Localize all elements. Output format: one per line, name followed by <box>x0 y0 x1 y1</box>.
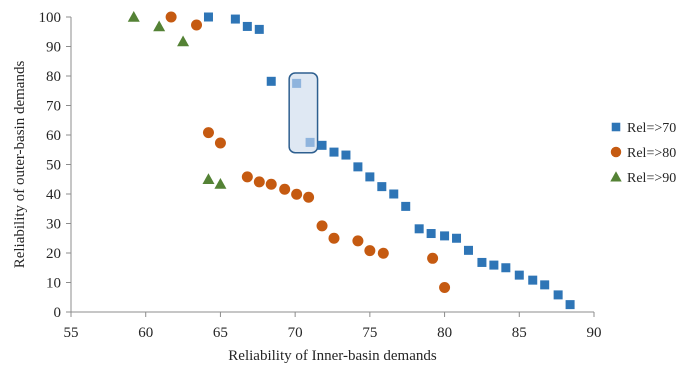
data-point <box>377 247 389 259</box>
data-point <box>553 290 563 300</box>
data-point <box>241 171 253 183</box>
data-point <box>452 233 462 243</box>
y-tick-label: 50 <box>46 158 61 174</box>
data-point <box>214 177 227 189</box>
data-point <box>440 231 450 241</box>
data-point <box>317 140 327 150</box>
data-point <box>203 12 213 22</box>
data-point <box>292 78 302 88</box>
series-square <box>203 12 575 310</box>
data-point <box>540 280 550 290</box>
data-point <box>214 137 226 149</box>
x-tick-label: 75 <box>362 325 377 341</box>
y-tick-label: 70 <box>46 99 61 115</box>
y-ticks: 0 10 20 30 40 50 60 70 80 90 100 <box>39 10 71 321</box>
data-point <box>253 176 265 188</box>
data-point <box>303 191 315 203</box>
x-tick-label: 65 <box>213 325 228 341</box>
data-point <box>389 189 399 199</box>
legend-item: Rel=>80 <box>610 146 676 161</box>
data-point <box>439 282 451 294</box>
data-point <box>352 235 364 247</box>
data-point <box>565 300 575 310</box>
legend-label: Rel=>70 <box>627 121 676 136</box>
data-point <box>514 270 524 280</box>
x-tick-label: 55 <box>64 325 79 341</box>
x-tick-label: 80 <box>437 325 452 341</box>
data-point <box>528 275 538 285</box>
data-point <box>165 11 177 23</box>
data-point <box>341 150 351 160</box>
data-point <box>316 220 328 232</box>
data-point <box>364 245 376 257</box>
legend-marker <box>611 122 621 132</box>
data-point <box>153 20 166 32</box>
data-point <box>401 201 411 211</box>
axes: 55 60 65 70 75 80 85 90 0 10 20 30 40 50 60 70 80 90 100 <box>39 10 602 341</box>
data-point <box>291 188 303 200</box>
x-ticks: 55 60 65 70 75 80 85 90 <box>64 312 602 341</box>
y-tick-label: 0 <box>54 305 62 321</box>
data-point <box>191 19 203 31</box>
y-axis-title: Reliability of outer-basin demands <box>12 61 28 269</box>
legend: Rel=>70 Rel=>80 Rel=>90 <box>610 121 676 186</box>
data-point <box>501 263 511 273</box>
x-tick-label: 60 <box>138 325 153 341</box>
data-point <box>377 182 387 192</box>
data-point <box>242 21 252 31</box>
data-point <box>427 252 439 264</box>
y-tick-label: 40 <box>46 187 61 203</box>
data-point <box>230 14 240 24</box>
highlight-box <box>288 72 319 154</box>
data-point <box>477 257 487 267</box>
data-point <box>463 245 473 255</box>
data-point <box>265 178 277 190</box>
y-tick-label: 90 <box>46 40 61 56</box>
data-point <box>426 229 436 239</box>
legend-item: Rel=>70 <box>611 121 676 136</box>
y-tick-label: 20 <box>46 246 61 262</box>
y-tick-label: 60 <box>46 128 61 144</box>
series-circle <box>165 11 451 294</box>
data-point <box>254 24 264 34</box>
data-point <box>266 76 276 86</box>
legend-marker <box>610 171 622 182</box>
data-point <box>489 260 499 270</box>
legend-item: Rel=>90 <box>610 171 676 186</box>
data-point <box>305 137 315 147</box>
series-triangle <box>127 11 227 189</box>
x-tick-label: 90 <box>587 325 602 341</box>
legend-marker <box>610 146 622 158</box>
data-point <box>177 35 190 47</box>
data-point <box>202 173 215 185</box>
data-point <box>414 224 424 234</box>
data-point <box>329 147 339 157</box>
data-point <box>127 11 140 22</box>
y-tick-label: 10 <box>46 276 61 292</box>
legend-label: Rel=>90 <box>627 171 676 186</box>
data-point <box>202 127 214 139</box>
data-point <box>279 183 291 195</box>
data-point <box>328 232 340 244</box>
x-tick-label: 85 <box>512 325 527 341</box>
y-tick-label: 30 <box>46 217 61 233</box>
legend-label: Rel=>80 <box>627 146 676 161</box>
y-tick-label: 100 <box>39 10 62 26</box>
x-axis-title: Reliability of Inner-basin demands <box>228 348 437 364</box>
data-point <box>353 162 363 172</box>
data-point <box>365 172 375 182</box>
plot-area <box>127 11 575 310</box>
x-tick-label: 70 <box>288 325 303 341</box>
y-tick-label: 80 <box>46 69 61 85</box>
